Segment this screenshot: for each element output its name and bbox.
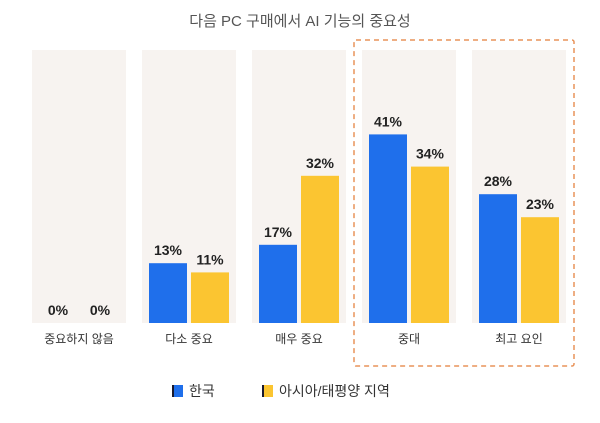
category-panel — [32, 50, 126, 323]
bar — [149, 263, 187, 323]
data-label: 0% — [48, 302, 69, 318]
legend-swatch — [262, 385, 273, 397]
data-label: 34% — [416, 146, 445, 162]
bar — [479, 194, 517, 323]
data-label: 0% — [90, 302, 111, 318]
legend: 한국 아시아/태평양 지역 — [172, 383, 390, 399]
value-labels: 0% 0% 13% 11% 17% 32% 41% 34% 28% 23% — [48, 113, 555, 318]
bar — [191, 272, 229, 323]
bars — [149, 134, 559, 323]
bar — [521, 217, 559, 323]
category-labels: 중요하지 않음 다소 중요 매우 중요 중대 최고 요인 — [44, 332, 543, 346]
category-label: 최고 요인 — [495, 332, 543, 346]
data-label: 11% — [196, 251, 224, 267]
legend-label: 아시아/태평양 지역 — [279, 383, 390, 399]
data-label: 41% — [374, 113, 403, 129]
data-label: 23% — [526, 196, 555, 212]
bar — [301, 175, 339, 323]
bar — [369, 134, 407, 323]
data-label: 32% — [306, 155, 335, 171]
legend-label: 한국 — [189, 383, 215, 399]
legend-swatch — [172, 385, 183, 397]
bar — [259, 244, 297, 323]
highlight-box-outline — [353, 39, 575, 367]
category-label: 매우 중요 — [275, 332, 323, 346]
data-label: 13% — [154, 242, 183, 258]
bar — [411, 166, 449, 323]
category-label: 중요하지 않음 — [44, 332, 114, 346]
legend-swatch-edge — [172, 385, 174, 397]
category-label: 다소 중요 — [165, 332, 213, 346]
highlight-box — [353, 39, 575, 367]
category-label: 중대 — [398, 332, 420, 346]
data-label: 17% — [264, 224, 293, 240]
data-label: 28% — [484, 173, 513, 189]
legend-swatch-edge — [262, 385, 264, 397]
chart-title: 다음 PC 구매에서 AI 기능의 중요성 — [189, 13, 410, 30]
